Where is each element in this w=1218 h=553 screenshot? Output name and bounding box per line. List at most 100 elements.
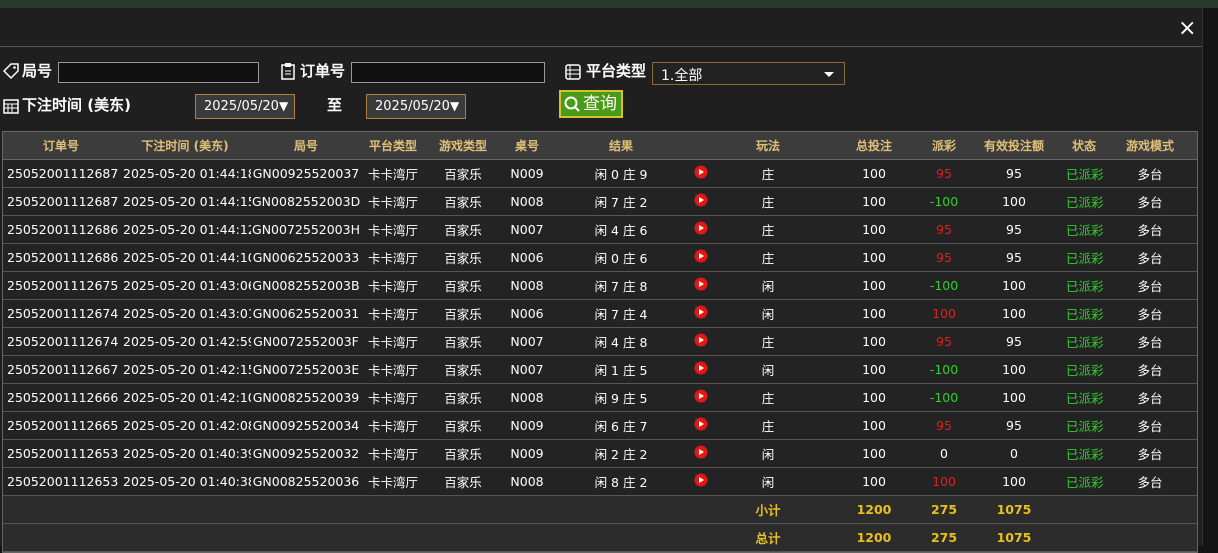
game-mode: 多台 [1103, 439, 1197, 468]
platform: 卡卡湾厅 [361, 383, 425, 412]
valid-bet: 95 [963, 243, 1065, 272]
round-no: GN0082552003D [251, 187, 361, 216]
spacer [1065, 523, 1197, 552]
bet-time: 2025-05-20 01:44:12 [119, 215, 251, 244]
bet-time: 2025-05-20 01:44:15 [119, 187, 251, 216]
table-no: N007 [501, 215, 553, 244]
play-video-icon[interactable] [694, 445, 708, 459]
column-header: 派彩 [925, 132, 963, 160]
table-row: 250520011126871 2025-05-20 01:44:15 GN0082… [3, 187, 1197, 216]
table-row: 250520011126673 2025-05-20 01:42:15 GN0072… [3, 355, 1197, 384]
video-cell [689, 327, 713, 356]
total-bet: 100 [823, 187, 925, 216]
search-icon [564, 96, 580, 112]
column-header: 玩法 [713, 132, 823, 160]
total-bet: 100 [823, 327, 925, 356]
video-cell [689, 215, 713, 244]
video-cell [689, 383, 713, 412]
column-header: 游戏模式 [1103, 132, 1197, 160]
valid-bet: 95 [963, 159, 1065, 188]
play-video-icon[interactable] [694, 249, 708, 263]
play-video-icon[interactable] [694, 165, 708, 179]
column-header: 有效投注额 [963, 132, 1065, 160]
date-from[interactable]: 2025/05/20 [195, 94, 295, 119]
play: 闲 [713, 355, 823, 384]
table-row: 250520011126539 2025-05-20 01:40:39 GN0092… [3, 439, 1197, 468]
background-strip [0, 0, 1218, 8]
table-no: N008 [501, 187, 553, 216]
play-video-icon[interactable] [694, 193, 708, 207]
game-type: 百家乐 [425, 187, 501, 216]
column-header [689, 132, 713, 160]
date-to[interactable]: 2025/05/20 [366, 94, 466, 119]
payout: -100 [925, 187, 963, 216]
round-no: GN00925520032 [251, 439, 361, 468]
round-no: GN0082552003B [251, 271, 361, 300]
order-no: 250520011126879 [3, 159, 119, 188]
column-header: 桌号 [501, 132, 553, 160]
play: 庄 [713, 327, 823, 356]
search-button[interactable]: 查询 [559, 90, 623, 118]
platform: 卡卡湾厅 [361, 439, 425, 468]
play-video-icon[interactable] [694, 305, 708, 319]
table-no: N007 [501, 355, 553, 384]
total-bet: 100 [823, 299, 925, 328]
play: 庄 [713, 383, 823, 412]
play-video-icon[interactable] [694, 277, 708, 291]
column-header: 平台类型 [361, 132, 425, 160]
close-button[interactable]: × [1178, 16, 1197, 41]
table-row: 250520011126752 2025-05-20 01:43:06 GN0082… [3, 271, 1197, 300]
game-mode: 多台 [1103, 243, 1197, 272]
order-no: 250520011126673 [3, 355, 119, 384]
game-type: 百家乐 [425, 355, 501, 384]
result: 闲 1 庄 5 [553, 355, 689, 384]
bet-time: 2025-05-20 01:43:06 [119, 271, 251, 300]
play-video-icon[interactable] [694, 333, 708, 347]
play-video-icon[interactable] [694, 473, 708, 487]
status: 已派彩 [1065, 355, 1103, 384]
result: 闲 8 庄 2 [553, 467, 689, 496]
platform: 卡卡湾厅 [361, 215, 425, 244]
play: 闲 [713, 467, 823, 496]
payout: 275 [925, 495, 963, 524]
platform: 卡卡湾厅 [361, 411, 425, 440]
total-bet: 100 [823, 383, 925, 412]
status: 已派彩 [1065, 243, 1103, 272]
to-label: 至 [327, 96, 343, 114]
play: 庄 [713, 187, 823, 216]
play-video-icon[interactable] [694, 221, 708, 235]
tag-icon [2, 63, 19, 80]
play-video-icon[interactable] [694, 361, 708, 375]
status: 已派彩 [1065, 411, 1103, 440]
play-video-icon[interactable] [694, 389, 708, 403]
valid-bet: 95 [963, 327, 1065, 356]
table-no: N009 [501, 411, 553, 440]
total-label: 总计 [713, 523, 823, 552]
round-no: GN00625520031 [251, 299, 361, 328]
payout: -100 [925, 383, 963, 412]
platform: 卡卡湾厅 [361, 467, 425, 496]
valid-bet: 1075 [963, 523, 1065, 552]
result: 闲 0 庄 6 [553, 243, 689, 272]
column-header: 局号 [251, 132, 361, 160]
game-mode: 多台 [1103, 355, 1197, 384]
play: 闲 [713, 299, 823, 328]
play-video-icon[interactable] [694, 417, 708, 431]
result: 闲 4 庄 6 [553, 215, 689, 244]
game-mode: 多台 [1103, 299, 1197, 328]
table-no: N009 [501, 439, 553, 468]
total-bet: 100 [823, 271, 925, 300]
valid-bet: 100 [963, 383, 1065, 412]
order-input[interactable] [351, 62, 545, 83]
status: 已派彩 [1065, 271, 1103, 300]
round-input[interactable] [58, 62, 259, 83]
payout: 95 [925, 215, 963, 244]
total-bet: 100 [823, 411, 925, 440]
game-type: 百家乐 [425, 327, 501, 356]
platform: 卡卡湾厅 [361, 271, 425, 300]
platform-select[interactable]: 1.全部 [652, 62, 845, 85]
game-mode: 多台 [1103, 467, 1197, 496]
round-no: GN00925520034 [251, 411, 361, 440]
result: 闲 7 庄 8 [553, 271, 689, 300]
bet-time: 2025-05-20 01:42:10 [119, 383, 251, 412]
